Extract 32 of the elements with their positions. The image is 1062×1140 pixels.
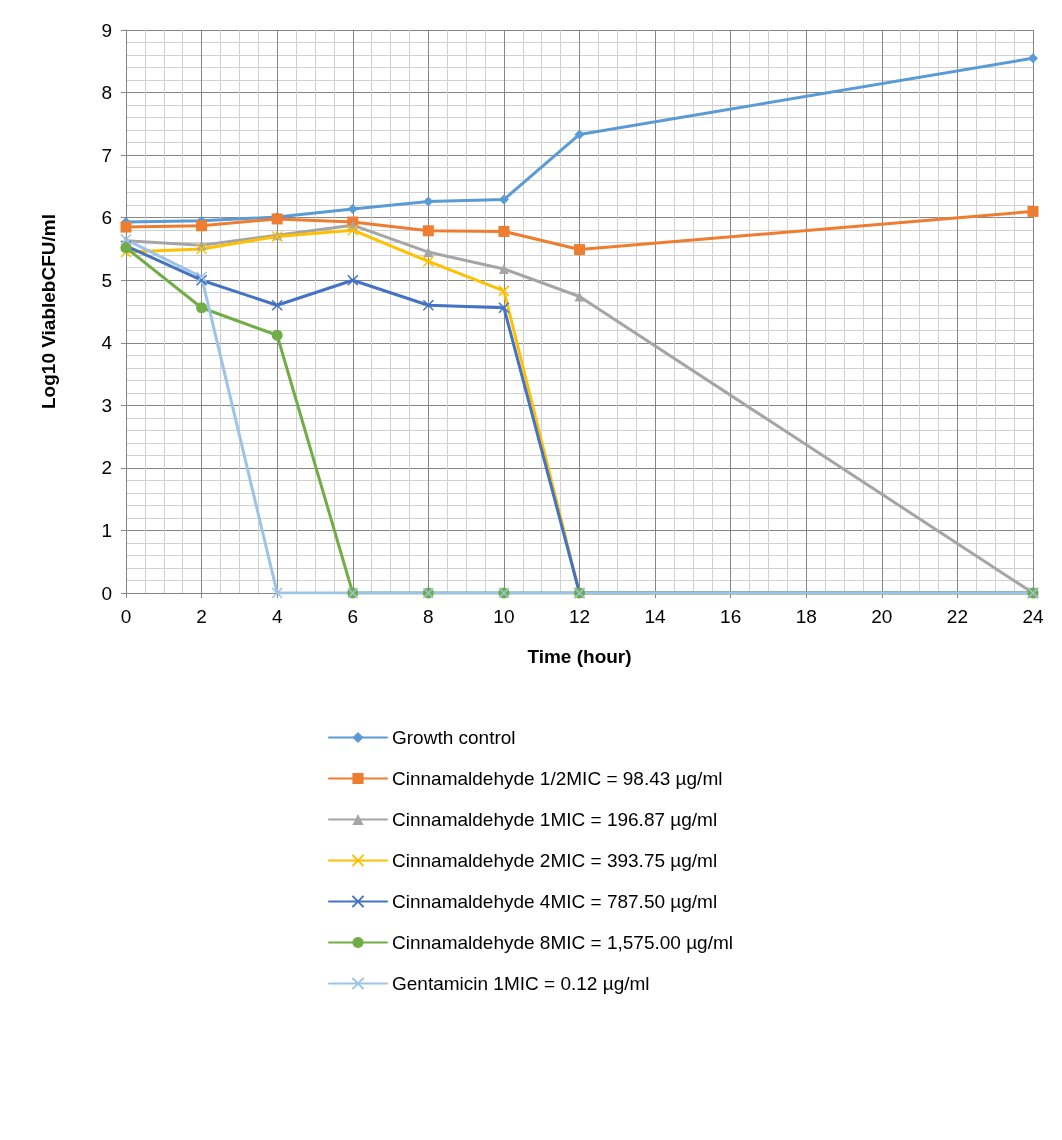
legend-label: Cinnamaldehyde 4MIC = 787.50 µg/ml xyxy=(392,891,718,912)
y-tick-label: 8 xyxy=(101,82,112,104)
x-tick-label: 16 xyxy=(720,606,742,627)
legend-label: Growth control xyxy=(392,727,516,748)
x-axis-title: Time (hour) xyxy=(527,646,632,667)
y-tick-label: 1 xyxy=(101,519,112,541)
legend-label: Cinnamaldehyde 1/2MIC = 98.43 µg/ml xyxy=(392,768,723,789)
x-tick-label: 18 xyxy=(795,606,817,627)
x-tick-label: 14 xyxy=(644,606,667,627)
x-tick-label: 2 xyxy=(196,606,207,627)
x-tick-label: 0 xyxy=(120,606,132,627)
x-tick-label: 10 xyxy=(493,606,515,627)
y-tick-label: 4 xyxy=(101,332,113,354)
x-tick-label: 8 xyxy=(423,606,434,627)
x-tick-label: 24 xyxy=(1022,606,1044,627)
x-tick-label: 6 xyxy=(347,606,359,627)
legend-label: Cinnamaldehyde 1MIC = 196.87 µg/ml xyxy=(392,809,718,830)
y-axis-title: Log10 ViablebCFU/ml xyxy=(38,214,59,409)
y-tick-label: 2 xyxy=(101,457,112,479)
y-tick-label: 5 xyxy=(101,269,112,291)
y-tick-label: 9 xyxy=(101,19,112,41)
y-tick-label: 0 xyxy=(101,582,112,604)
x-tick-label: 12 xyxy=(568,606,591,627)
x-tick-label: 22 xyxy=(946,606,968,627)
y-tick-label: 3 xyxy=(101,394,112,416)
y-tick-label: 6 xyxy=(101,207,112,229)
y-tick-label: 7 xyxy=(101,144,112,166)
x-tick-label: 4 xyxy=(271,606,283,627)
legend-label: Cinnamaldehyde 8MIC = 1,575.00 µg/ml xyxy=(392,932,733,953)
x-tick-label: 20 xyxy=(871,606,893,627)
legend-label: Cinnamaldehyde 2MIC = 393.75 µg/ml xyxy=(392,850,718,871)
legend-label: Gentamicin 1MIC = 0.12 µg/ml xyxy=(392,973,650,994)
